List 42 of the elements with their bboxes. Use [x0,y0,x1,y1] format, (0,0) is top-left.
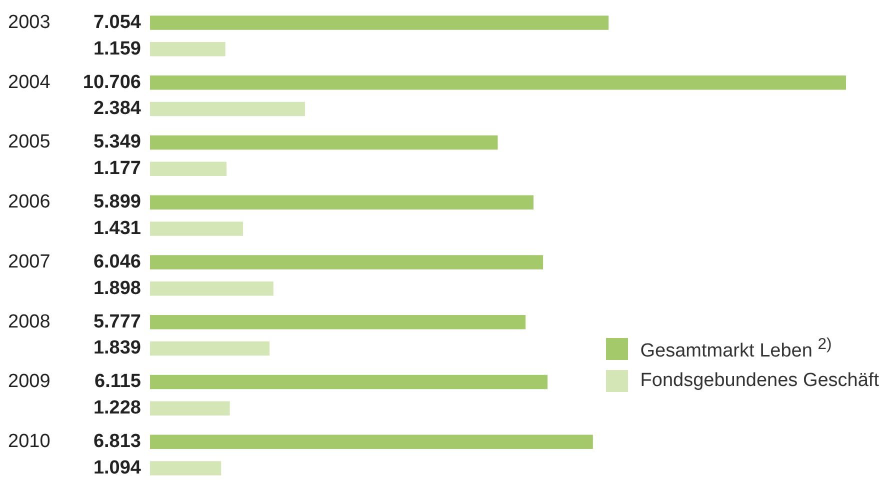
y-tick-label: 2005 [8,132,50,153]
y-tick-label: 2006 [8,192,50,213]
data-label: 6.813 [93,431,141,452]
legend-label: Fondsgebundenes Geschäft [640,370,879,392]
data-label: 5.899 [93,192,141,213]
y-tick-label: 2004 [8,72,51,93]
y-tick-label: 2009 [8,371,50,392]
data-label: 6.046 [93,252,141,272]
bar [150,255,544,270]
bar [150,315,526,330]
y-tick-label: 2007 [8,252,50,272]
bar [150,76,846,90]
bar [150,102,305,116]
bar [150,461,222,476]
bar [150,281,274,296]
bar [150,162,227,176]
bar [150,434,593,450]
data-label: 1.159 [93,38,141,60]
bar [150,401,230,416]
y-tick-label: 2008 [8,311,50,332]
data-label: 10.706 [82,72,141,93]
y-tick-label: 2003 [8,12,50,33]
data-label: 6.115 [94,371,142,392]
bar [150,16,609,30]
bar [150,195,534,210]
data-label: 1.094 [93,457,142,478]
data-label: 2.384 [93,98,142,120]
bar [150,42,226,56]
legend-label: Gesamtmarkt Leben $^{2)}$ [640,336,832,362]
bar [150,341,270,356]
y-tick-label: 2010 [8,431,50,452]
bar [150,135,498,150]
data-label: 1.177 [93,158,141,180]
data-label: 1.839 [93,338,141,359]
data-label: 1.228 [93,398,141,419]
data-label: 1.898 [93,278,141,299]
data-label: 5.349 [93,132,141,153]
bar [150,374,548,390]
data-label: 1.431 [93,218,142,239]
data-label: 5.777 [93,311,141,332]
bar [150,222,244,236]
data-label: 7.054 [93,12,142,33]
